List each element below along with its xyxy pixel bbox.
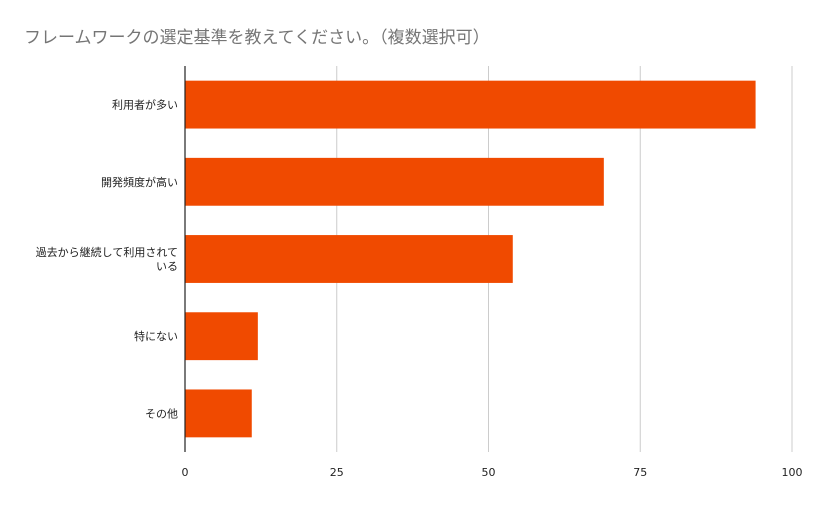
x-tick-label: 25	[330, 466, 344, 479]
bar	[185, 80, 756, 129]
category-label: 開発頻度が高い	[101, 175, 178, 189]
bar	[185, 157, 604, 206]
category-label: いる	[156, 260, 178, 273]
bar	[185, 312, 258, 361]
category-label: 特にない	[134, 329, 178, 343]
bar	[185, 235, 513, 283]
x-tick-label: 50	[482, 466, 496, 479]
category-label: 利用者が多い	[112, 98, 178, 112]
category-label: その他	[145, 407, 178, 420]
chart-title: フレームワークの選定基準を教えてください。（複数選択可）	[24, 28, 490, 48]
bar	[185, 389, 252, 438]
x-tick-label: 100	[782, 466, 803, 479]
x-tick-label: 0	[182, 466, 189, 479]
category-label: 過去から継続して利用されて	[36, 245, 178, 259]
x-tick-label: 75	[633, 466, 647, 479]
